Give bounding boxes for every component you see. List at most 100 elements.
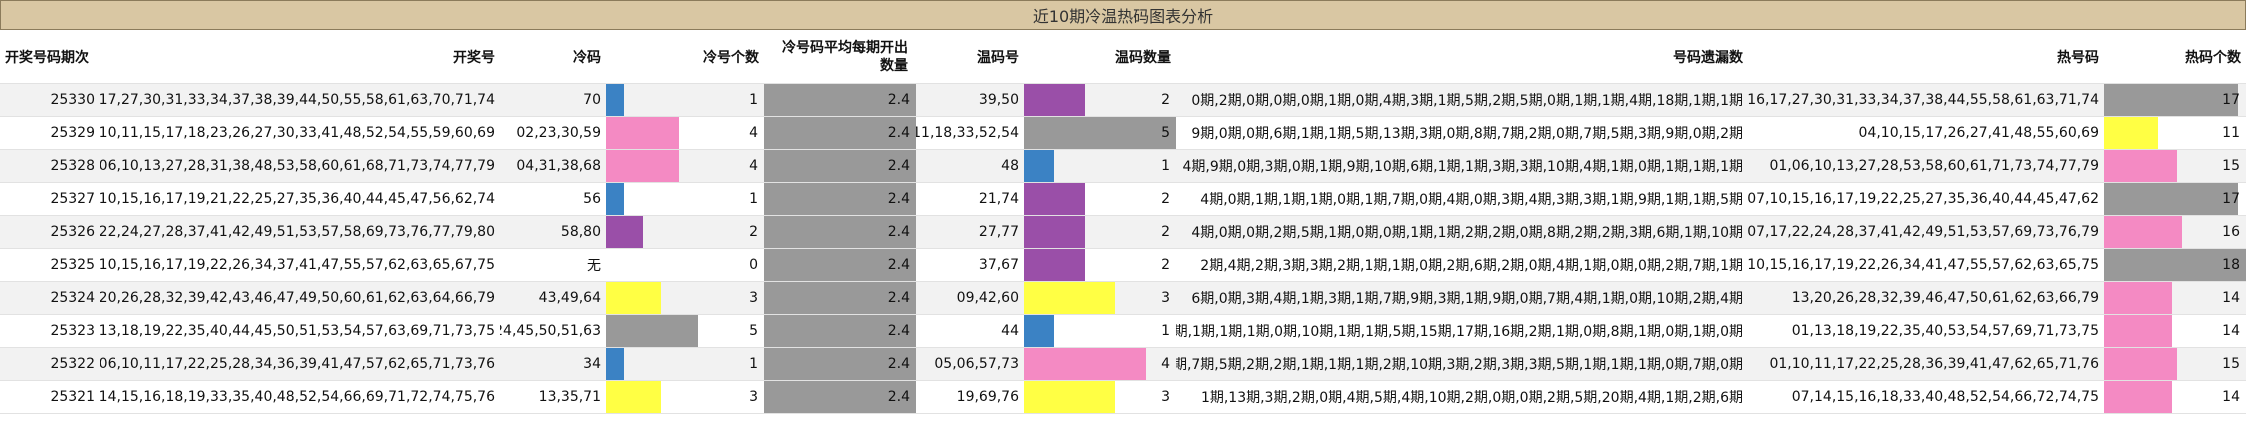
cold-count-cell-bar [606,84,625,116]
cold-count-cell-value: 4 [749,125,758,141]
warm-cell: 48 [916,150,1024,183]
cold-count-cell-bar [606,381,661,413]
avg-cell: 2.4 [764,249,916,282]
avg-cell: 2.4 [764,183,916,216]
warm-count-cell: 5 [1024,117,1176,150]
warm-cell: 39,50 [916,84,1024,117]
warm-cell: 19,69,76 [916,381,1024,414]
warm-count-cell-bar [1024,117,1176,149]
numbers-cell: 09,13,20,26,28,32,39,42,43,46,47,49,50,6… [100,282,500,315]
cold-cell: 无 [500,249,606,282]
miss-cell: 1期,7期,5期,2期,2期,1期,1期,1期,2期,10期,3期,2期,3期,… [1176,348,1748,381]
hot-count-cell: 14 [2104,381,2246,414]
warm-count-cell: 2 [1024,216,1176,249]
hot-cell: 06,07,10,15,16,17,19,22,25,27,35,36,40,4… [1748,183,2104,216]
hot-count-cell-bar [2104,348,2178,380]
hot-cell: 01,06,10,13,27,28,53,58,60,61,71,73,74,7… [1748,150,2104,183]
cold-count-cell-value: 5 [749,323,758,339]
warm-count-cell: 2 [1024,183,1176,216]
warm-cell: 27,77 [916,216,1024,249]
avg-cell: 2.4 [764,282,916,315]
chart-title: 近10期冷温热码图表分析 [0,0,2246,30]
period-cell: 25323 [0,315,100,348]
cold-count-cell-bar [606,216,643,248]
hot-count-cell-bar [2104,381,2173,413]
warm-count-cell-bar [1024,315,1055,347]
numbers-cell: 01,04,06,10,13,27,28,31,38,48,53,58,60,6… [100,150,500,183]
warm-count-cell-value: 2 [1161,224,1170,240]
cold-count-cell-bar [606,150,680,182]
hot-count-cell-value: 17 [2222,92,2240,108]
hot-count-cell-value: 11 [2222,125,2240,141]
hot-cell: 07,17,22,24,28,37,41,42,49,51,53,57,69,7… [1748,216,2104,249]
cold-count-cell: 5 [606,315,764,348]
warm-count-cell-value: 2 [1161,257,1170,273]
warm-count-cell-bar [1024,348,1146,380]
miss-cell: 2期,4期,2期,3期,3期,2期,1期,1期,0期,2期,6期,2期,0期,4… [1176,249,1748,282]
warm-count-cell-value: 1 [1161,158,1170,174]
hot-count-cell-value: 15 [2222,158,2240,174]
numbers-cell: 05,08,10,15,16,17,19,22,26,34,37,41,47,5… [100,249,500,282]
avg-cell: 2.4 [764,216,916,249]
cold-count-cell: 0 [606,249,764,282]
miss-cell: 6期,0期,3期,4期,1期,3期,1期,7期,9期,3期,1期,9期,0期,7… [1176,282,1748,315]
miss-cell: 1期,13期,3期,2期,0期,4期,5期,4期,10期,2期,0期,0期,2期… [1176,381,1748,414]
cold-cell: 13,35,71 [500,381,606,414]
cold-count-cell: 4 [606,117,764,150]
warm-count-cell: 4 [1024,348,1176,381]
header-cold: 冷码 [500,30,606,84]
cold-count-cell-bar [606,282,661,314]
numbers-cell: 11,16,17,27,30,31,33,34,37,38,39,44,50,5… [100,84,500,117]
numbers-cell: 02,04,10,11,15,17,18,23,26,27,30,33,41,4… [100,117,500,150]
cold-count-cell: 3 [606,381,764,414]
hot-cell: 05,08,10,15,16,17,19,22,26,34,41,47,55,5… [1748,249,2104,282]
hot-count-cell: 17 [2104,183,2246,216]
header-avg: 冷号码平均每期开出数量 [764,30,916,84]
cold-cell: 58,80 [500,216,606,249]
cold-count-cell: 4 [606,150,764,183]
warm-count-cell-value: 2 [1161,191,1170,207]
hot-cell: 01,13,18,19,22,35,40,53,54,57,69,71,73,7… [1748,315,2104,348]
hot-count-cell-value: 15 [2222,356,2240,372]
warm-count-cell-value: 4 [1161,356,1170,372]
hot-count-cell-bar [2104,249,2246,281]
hot-cell: 13,20,26,28,32,39,46,47,50,61,62,63,66,7… [1748,282,2104,315]
warm-count-cell-bar [1024,84,1085,116]
warm-count-cell-bar [1024,216,1085,248]
period-cell: 25321 [0,381,100,414]
period-cell: 25329 [0,117,100,150]
cold-cell: 56 [500,183,606,216]
hot-count-cell-value: 16 [2222,224,2240,240]
warm-count-cell-value: 2 [1161,92,1170,108]
warm-count-cell-value: 3 [1161,389,1170,405]
cold-cell: 43,49,64 [500,282,606,315]
miss-cell: 4期,0期,0期,2期,5期,1期,0期,0期,1期,1期,2期,2期,0期,8… [1176,216,1748,249]
cold-count-cell-value: 0 [749,257,758,273]
period-cell: 25324 [0,282,100,315]
warm-count-cell-bar [1024,183,1085,215]
numbers-cell: 01,13,18,19,22,35,40,44,45,50,51,53,54,5… [100,315,500,348]
cold-count-cell: 1 [606,84,764,117]
cold-count-cell: 3 [606,282,764,315]
warm-count-cell-bar [1024,282,1116,314]
warm-count-cell: 1 [1024,315,1176,348]
hot-count-cell-bar [2104,84,2239,116]
warm-count-cell: 3 [1024,282,1176,315]
numbers-cell: 06,07,10,15,16,17,19,21,22,25,27,35,36,4… [100,183,500,216]
period-cell: 25327 [0,183,100,216]
miss-cell: 9期,0期,0期,6期,1期,1期,5期,13期,3期,0期,8期,7期,2期,… [1176,117,1748,150]
hot-count-cell: 14 [2104,315,2246,348]
cold-count-cell-value: 1 [749,356,758,372]
hot-count-cell: 17 [2104,84,2246,117]
cold-count-cell-bar [606,315,698,347]
hot-count-cell-bar [2104,315,2173,347]
cold-cell: 04,31,38,68 [500,150,606,183]
period-cell: 25328 [0,150,100,183]
hot-count-cell-value: 14 [2222,290,2240,306]
numbers-cell: 01,05,06,10,11,17,22,25,28,34,36,39,41,4… [100,348,500,381]
header-numbers: 开奖号 [100,30,500,84]
hot-count-cell-value: 14 [2222,323,2240,339]
cold-count-cell-value: 3 [749,389,758,405]
warm-count-cell-bar [1024,381,1116,413]
period-cell: 25330 [0,84,100,117]
